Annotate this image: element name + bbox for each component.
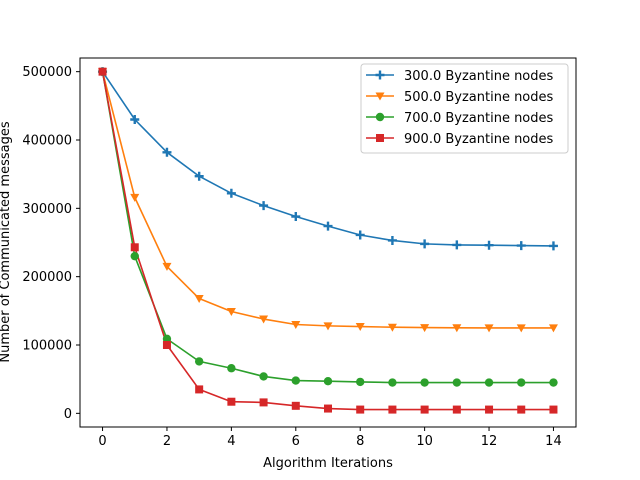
data-point	[291, 321, 301, 329]
x-tick-label: 6	[292, 434, 300, 449]
data-point	[516, 324, 526, 333]
data-point	[484, 240, 494, 250]
legend-marker-1	[375, 70, 385, 80]
y-tick-label: 0	[64, 407, 72, 422]
data-point	[226, 188, 236, 198]
data-point	[194, 295, 204, 304]
x-tick-label: 14	[545, 434, 562, 449]
legend-label-1: 300.0 Byzantine nodes	[404, 69, 554, 84]
data-point	[517, 405, 526, 414]
axes-frame	[79, 57, 577, 428]
y-tick-label: 200000	[22, 270, 72, 285]
x-tick-label: 12	[481, 434, 498, 449]
series-markers	[98, 67, 558, 414]
data-point	[195, 385, 204, 394]
y-axis-ticks: 0 100000 200000 300000 400000 500000	[22, 65, 80, 422]
data-point	[485, 405, 494, 414]
data-point	[356, 377, 365, 387]
data-point	[549, 405, 558, 414]
data-point	[226, 308, 236, 317]
data-point	[130, 243, 139, 252]
data-point	[323, 322, 333, 331]
data-point	[324, 404, 332, 413]
legend-label-2: 500.0 Byzantine nodes	[404, 90, 554, 105]
data-point	[259, 398, 268, 407]
data-point	[420, 378, 429, 387]
data-point	[452, 405, 461, 414]
data-point	[452, 240, 462, 250]
x-tick-label: 0	[98, 434, 106, 449]
data-point	[194, 357, 204, 366]
data-point	[517, 378, 526, 387]
legend-label-4: 900.0 Byzantine nodes	[404, 132, 554, 147]
y-axis-label: Number of Communicated messages	[0, 121, 13, 362]
data-point	[388, 405, 397, 414]
data-point	[387, 235, 397, 245]
data-point	[194, 171, 204, 181]
data-point	[130, 115, 140, 124]
data-point	[162, 262, 172, 271]
data-point	[291, 401, 300, 410]
data-point	[130, 193, 140, 202]
data-point	[259, 201, 269, 211]
x-tick-label: 4	[227, 434, 235, 449]
data-point	[291, 212, 301, 222]
y-tick-label: 300000	[22, 202, 72, 217]
data-point	[323, 221, 333, 231]
legend-marker-2	[375, 92, 385, 101]
data-point	[420, 239, 430, 249]
data-point	[259, 315, 269, 324]
data-point	[162, 341, 171, 349]
y-tick-label: 400000	[22, 134, 72, 149]
data-point	[548, 241, 558, 251]
data-point	[387, 323, 397, 332]
data-point	[452, 324, 462, 333]
data-point	[291, 376, 300, 385]
y-tick-label: 500000	[22, 65, 72, 80]
x-axis-ticks: 0 2 4 6 8 10 12 14	[98, 427, 562, 449]
legend-marker-4	[376, 134, 384, 142]
data-point	[323, 377, 333, 386]
data-point	[420, 405, 429, 414]
x-tick-label: 8	[356, 434, 364, 449]
x-tick-label: 10	[416, 434, 433, 449]
legend-marker-3	[375, 112, 385, 122]
data-point	[549, 378, 558, 387]
data-point	[452, 378, 462, 387]
data-point	[162, 334, 172, 344]
data-point	[516, 241, 526, 251]
data-point	[130, 251, 139, 261]
data-point	[356, 405, 365, 414]
data-point	[548, 324, 558, 333]
data-point	[227, 364, 236, 373]
data-point	[484, 324, 494, 333]
legend: 300.0 Byzantine nodes 500.0 Byzantine nod…	[360, 63, 569, 154]
data-point	[227, 397, 236, 406]
data-point	[355, 323, 365, 332]
x-tick-label: 2	[163, 434, 171, 449]
data-point	[355, 230, 365, 240]
legend-box	[360, 63, 569, 154]
data-point	[484, 378, 494, 387]
data-point	[162, 147, 172, 157]
data-point	[388, 378, 397, 387]
x-axis-label: Algorithm Iterations	[263, 456, 393, 471]
data-point	[98, 67, 107, 76]
legend-label-3: 700.0 Byzantine nodes	[404, 111, 554, 126]
data-point	[420, 324, 430, 333]
data-point	[259, 372, 268, 381]
y-tick-label: 100000	[22, 339, 72, 354]
